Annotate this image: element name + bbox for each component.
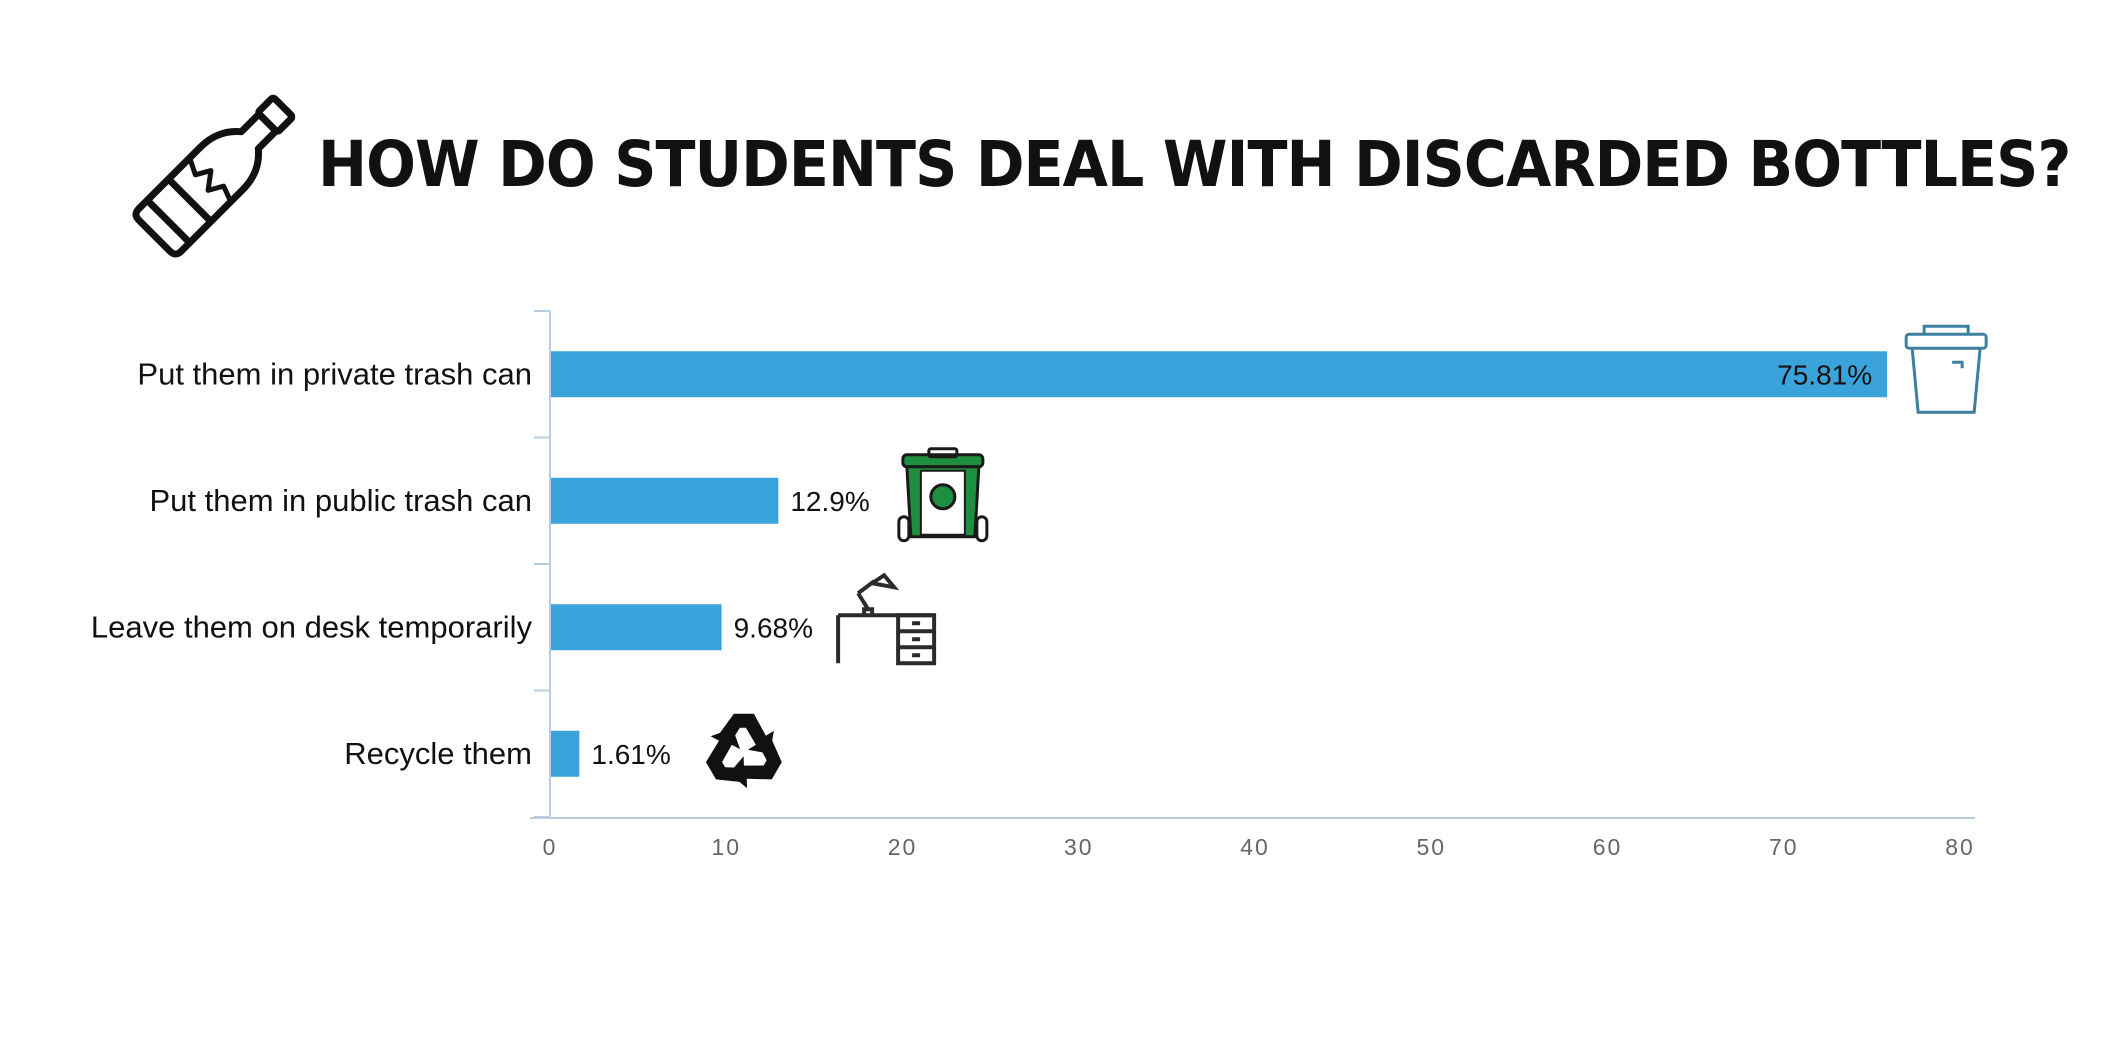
x-tick-label: 40 [1240, 834, 1270, 860]
public-trash-bin-icon [897, 447, 989, 543]
value-label: 12.9% [790, 486, 869, 517]
value-label: 1.61% [591, 739, 670, 770]
x-tick-label: 70 [1769, 834, 1799, 860]
bar [551, 351, 1888, 398]
category-label: Put them in private trash can [137, 356, 532, 391]
chart-title: HOW DO STUDENTS DEAL WITH DISCARDED BOTT… [318, 128, 2071, 201]
x-tick-label: 10 [711, 834, 741, 860]
bar [551, 604, 722, 651]
x-tick-label: 50 [1416, 834, 1446, 860]
broken-bottle-icon [132, 94, 296, 258]
desk-lamp-icon [836, 572, 937, 666]
x-tick-label: 30 [1064, 834, 1094, 860]
recycle-icon [705, 713, 782, 789]
private-trash-bin-icon [1904, 324, 1988, 414]
category-label: Leave them on desk temporarily [91, 609, 533, 644]
bar [551, 477, 779, 524]
value-label: 9.68% [734, 612, 813, 643]
bar [551, 730, 580, 777]
category-label: Recycle them [344, 736, 532, 771]
x-tick-label: 0 [543, 834, 558, 860]
x-tick-label: 60 [1593, 834, 1623, 860]
value-label: 75.81% [1777, 359, 1872, 390]
x-tick-label: 20 [888, 834, 918, 860]
category-label: Put them in public trash can [149, 483, 532, 518]
x-tick-label: 80 [1945, 834, 1975, 860]
